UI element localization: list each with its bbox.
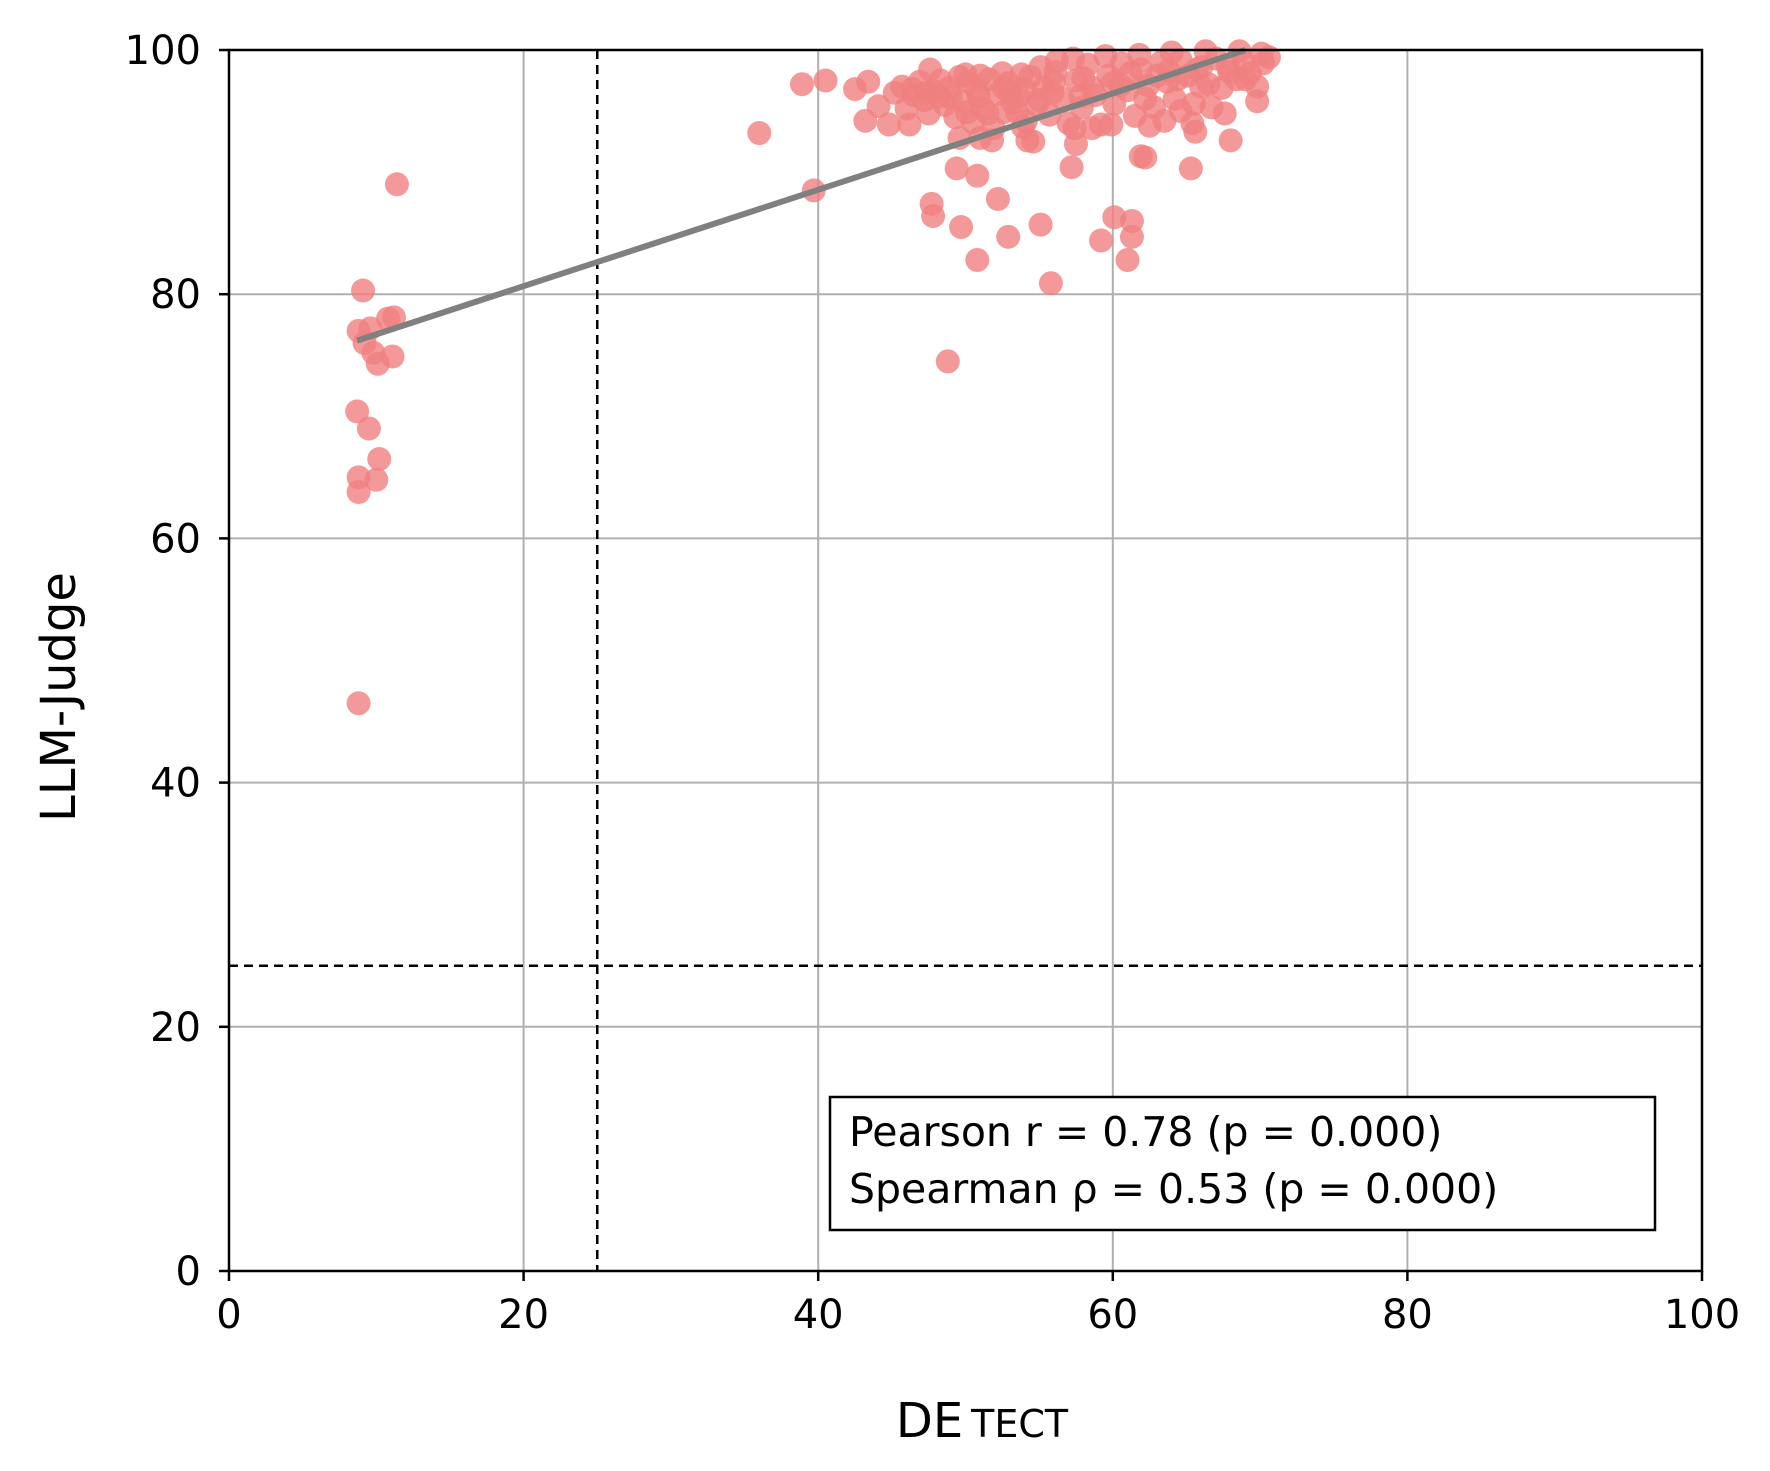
y-tick-label: 80	[150, 272, 201, 318]
x-tick-label: 80	[1382, 1292, 1433, 1338]
data-point	[944, 156, 969, 181]
data-point	[1115, 248, 1140, 273]
data-point	[1137, 113, 1162, 138]
x-tick-label: 0	[216, 1292, 241, 1338]
x-tick-label: 40	[793, 1292, 844, 1338]
data-point	[1012, 77, 1037, 102]
data-point	[954, 100, 979, 125]
x-axis-label-smallcaps: TECT	[970, 1402, 1069, 1446]
data-point	[1233, 67, 1258, 92]
data-point	[1119, 224, 1144, 249]
data-point	[1061, 46, 1086, 71]
data-point	[1063, 132, 1088, 157]
data-point	[380, 344, 405, 369]
data-point	[1178, 156, 1203, 181]
data-point	[1245, 89, 1270, 114]
data-point	[985, 186, 1010, 211]
data-point	[364, 467, 389, 492]
data-point	[949, 215, 974, 240]
axis-ticks: 0 20 40 60 80 100 0 20 40 60 80 100	[125, 28, 1741, 1338]
data-point	[345, 399, 370, 424]
y-tick-label: 60	[150, 516, 201, 562]
data-point	[876, 112, 901, 137]
data-point	[813, 68, 838, 93]
data-point	[856, 69, 881, 94]
data-point	[1189, 74, 1214, 99]
y-axis-label: LLM-Judge	[31, 572, 87, 822]
x-axis-label: DE TECT	[896, 1393, 1069, 1449]
data-point	[1038, 271, 1063, 296]
stats-box-frame	[828, 1095, 1657, 1232]
data-point	[1249, 41, 1274, 66]
pearson-text: Pearson r = 0.78 (p = 0.000)	[849, 1108, 1442, 1156]
reference-lines	[229, 50, 1702, 1271]
data-point	[965, 248, 990, 273]
data-point	[1089, 228, 1114, 253]
y-tick-label: 100	[125, 28, 201, 74]
data-point	[1133, 86, 1158, 111]
data-point	[901, 83, 926, 108]
data-point	[1099, 112, 1124, 137]
data-point	[1218, 128, 1243, 153]
data-point	[1093, 44, 1118, 69]
data-point	[975, 101, 1000, 126]
data-point	[1159, 40, 1184, 65]
data-point	[1005, 100, 1030, 125]
y-tick-label: 40	[150, 761, 201, 807]
data-point	[367, 447, 392, 472]
stats-box: Pearson r = 0.78 (p = 0.000) Spearman ρ …	[828, 1095, 1657, 1232]
data-point	[1128, 144, 1153, 169]
data-point	[897, 112, 922, 137]
data-point	[356, 416, 381, 441]
data-point	[935, 349, 960, 374]
spearman-text: Spearman ρ = 0.53 (p = 0.000)	[849, 1165, 1498, 1213]
data-point	[1080, 116, 1105, 141]
data-point	[1102, 205, 1127, 230]
data-point	[968, 63, 993, 88]
data-point	[346, 691, 371, 716]
y-tick-label: 0	[176, 1249, 201, 1295]
x-axis-label-main: DE	[896, 1393, 963, 1449]
trend-line	[356, 47, 1247, 344]
x-tick-label: 20	[498, 1292, 549, 1338]
data-point	[351, 278, 376, 303]
data-point	[996, 224, 1021, 249]
data-point	[1040, 80, 1065, 105]
data-point	[919, 191, 944, 216]
data-point	[965, 163, 990, 188]
data-point	[991, 75, 1016, 100]
data-point	[1118, 61, 1143, 86]
data-point	[381, 305, 406, 330]
y-tick-label: 20	[150, 1005, 201, 1051]
data-point	[1059, 155, 1084, 180]
data-point	[346, 465, 371, 490]
data-point	[866, 94, 891, 119]
data-point	[747, 121, 772, 146]
data-point	[1199, 95, 1224, 120]
data-point	[789, 72, 814, 97]
x-tick-label: 60	[1087, 1292, 1138, 1338]
data-point	[926, 84, 951, 109]
data-point	[1028, 212, 1053, 237]
plot-frame	[227, 48, 1704, 1273]
x-tick-label: 100	[1664, 1292, 1740, 1338]
data-points	[345, 39, 1281, 716]
data-point	[384, 172, 409, 197]
